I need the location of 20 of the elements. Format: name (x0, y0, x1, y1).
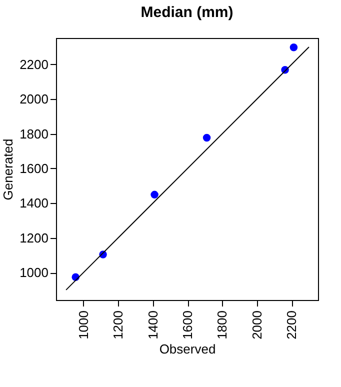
x-tick-label: 2000 (249, 310, 264, 340)
point (290, 44, 298, 52)
x-axis-title: Observed (159, 341, 216, 356)
y-tick-label: 1000 (20, 265, 48, 280)
x-tick-label: 1400 (145, 310, 160, 340)
y-tick-label: 1800 (20, 126, 48, 142)
y-tick-label: 1400 (20, 196, 48, 211)
chart-title: Median (mm) (140, 4, 234, 21)
x-tick-label: 1000 (76, 310, 91, 340)
x-tick-label: 1200 (110, 310, 126, 340)
x-tick-label: 1800 (214, 310, 230, 340)
y-tick-label: 1600 (20, 160, 48, 176)
y-tick-label: 2200 (20, 56, 48, 72)
x-tick-label: 1600 (180, 310, 196, 340)
point (150, 190, 158, 199)
y-axis-title: Generated (0, 138, 16, 200)
x-tick-label: 2200 (284, 310, 300, 340)
y-tick-label: 1200 (20, 230, 48, 246)
y-tick-label: 2000 (20, 92, 48, 107)
point (202, 134, 211, 142)
